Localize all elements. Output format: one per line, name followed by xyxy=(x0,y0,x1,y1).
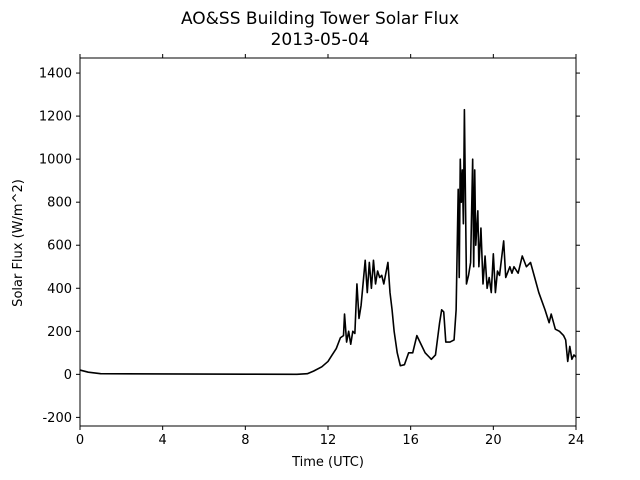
plot-frame xyxy=(79,57,577,427)
x-axis-label: Time (UTC) xyxy=(291,455,364,470)
y-tick-label: 200 xyxy=(47,325,72,340)
x-tick-label: 20 xyxy=(485,433,502,448)
x-tick-label: 16 xyxy=(402,433,419,448)
y-tick-label: -200 xyxy=(42,411,72,426)
y-tick-label: 1200 xyxy=(39,110,72,125)
y-tick-label: 0 xyxy=(64,368,72,383)
y-tick-label: 400 xyxy=(47,282,72,297)
x-tick-label: 0 xyxy=(76,433,84,448)
chart-title: AO&SS Building Tower Solar Flux xyxy=(181,9,459,29)
x-tick-label: 24 xyxy=(568,433,585,448)
x-tick-label: 4 xyxy=(159,433,167,448)
chart-subtitle: 2013-05-04 xyxy=(271,30,370,50)
x-tick-label: 12 xyxy=(320,433,337,448)
y-tick-label: 1400 xyxy=(39,67,72,82)
y-axis-label: Solar Flux (W/m^2) xyxy=(11,179,26,307)
y-tick-label: 600 xyxy=(47,239,72,254)
y-tick-label: 800 xyxy=(47,196,72,211)
y-tick-label: 1000 xyxy=(39,153,72,168)
line-series xyxy=(79,108,577,376)
x-tick-label: 8 xyxy=(241,433,249,448)
